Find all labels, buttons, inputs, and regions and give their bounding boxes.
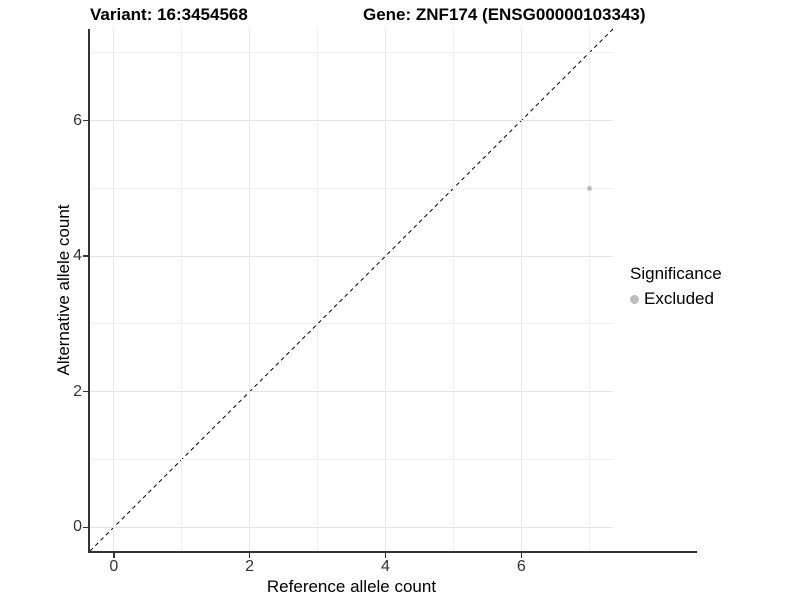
gridline-x-major: [520, 29, 522, 551]
gridline-x-minor: [588, 29, 590, 551]
x-axis-tick: [248, 553, 251, 558]
y-tick-label: 2: [73, 382, 82, 400]
y-tick-label: 0: [73, 518, 82, 536]
x-axis-tick: [113, 553, 115, 558]
x-axis-tick: [520, 553, 523, 558]
legend-item-excluded: Excluded: [630, 289, 722, 309]
plot-title-variant: Variant: 16:3454568: [90, 5, 248, 24]
legend-point-marker: [630, 294, 639, 304]
gridline-x-minor: [317, 29, 319, 551]
x-axis-line: [88, 551, 697, 553]
y-axis-tick: [83, 390, 88, 393]
gridline-x-minor: [181, 29, 183, 551]
x-axis-tick: [384, 553, 387, 558]
data-point: [586, 185, 592, 191]
y-axis-tick: [83, 255, 88, 257]
gridline-y-minor: [90, 323, 613, 325]
gridline-x-minor: [452, 29, 454, 551]
identity-line-layer: [89, 28, 614, 552]
gridline-x-major: [384, 29, 386, 551]
identity-dashed-line: [89, 28, 614, 552]
plot-title-gene: Gene: ZNF174 (ENSG00000103343): [363, 5, 646, 24]
gridline-y-major: [90, 391, 613, 393]
y-axis-tick: [83, 119, 88, 122]
x-tick-label: 4: [381, 558, 390, 575]
gridline-y-minor: [90, 187, 613, 189]
gridline-y-minor: [90, 52, 613, 54]
plot-panel: [89, 28, 614, 552]
x-axis-title: Reference allele count: [266, 577, 437, 596]
legend-item-label: Excluded: [644, 289, 714, 308]
gridline-x-major: [249, 29, 251, 551]
gridline-y-major: [90, 526, 613, 528]
gridline-y-major: [90, 255, 613, 257]
gridline-y-minor: [90, 458, 613, 460]
y-axis-line: [88, 29, 90, 553]
x-tick-label: 2: [245, 558, 255, 575]
legend-title: Significance: [630, 264, 722, 283]
y-tick-label: 6: [73, 111, 82, 129]
y-tick-label: 4: [73, 247, 82, 265]
gridline-x-major: [113, 29, 115, 551]
y-axis-title: Alternative allele count: [54, 204, 73, 376]
x-tick-label: 0: [109, 558, 119, 575]
x-tick-label: 6: [516, 558, 526, 575]
gridline-y-major: [90, 120, 613, 122]
legend: Significance Excluded: [630, 264, 722, 309]
y-axis-tick: [83, 526, 88, 529]
